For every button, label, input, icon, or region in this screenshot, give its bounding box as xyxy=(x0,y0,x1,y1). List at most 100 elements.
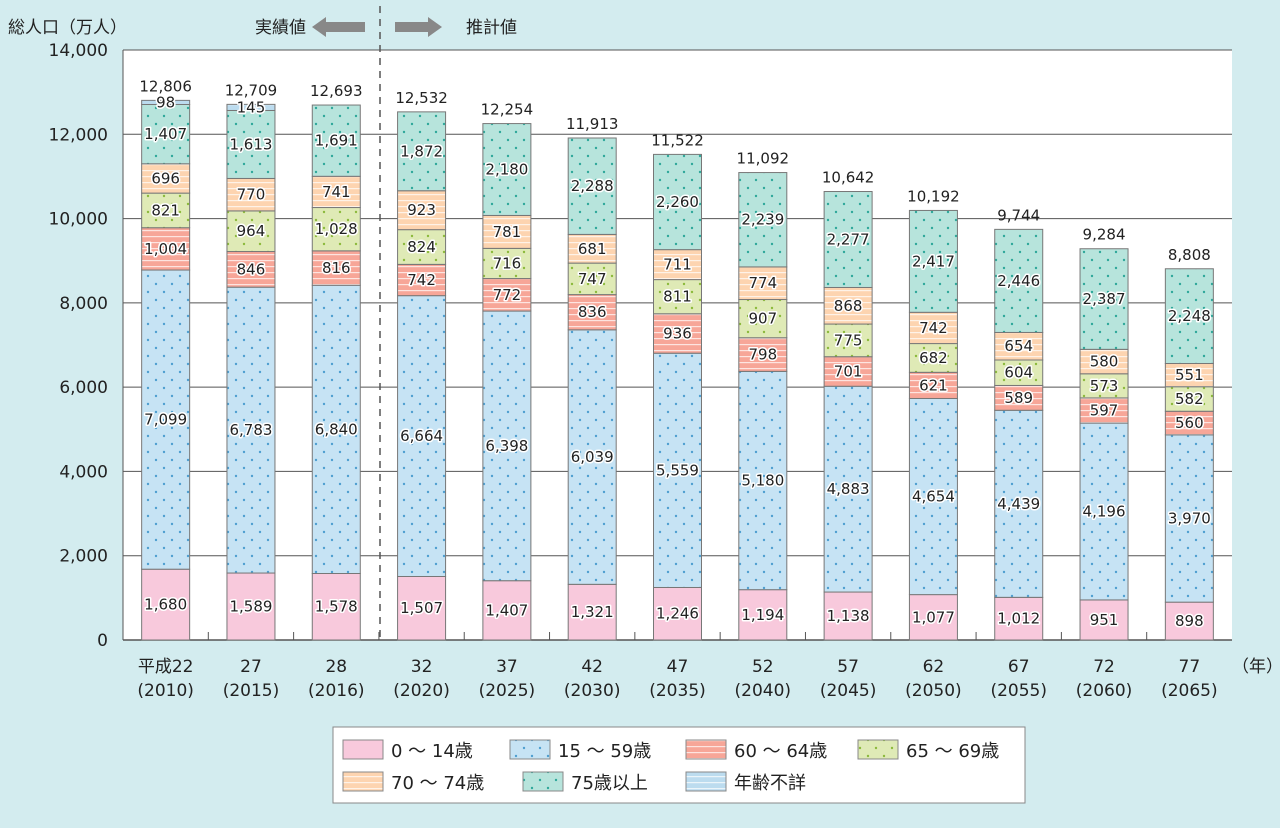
segment-value-label: 907 xyxy=(748,310,777,328)
x-tick-label: (2050) xyxy=(905,681,962,701)
y-tick-label: 14,000 xyxy=(49,41,108,61)
x-tick-label: (2040) xyxy=(735,681,792,701)
legend-item: 70 ～ 74歳 xyxy=(342,771,484,794)
legend-item: 15 ～ 59歳 xyxy=(509,739,651,762)
y-tick-label: 6,000 xyxy=(59,378,108,398)
segment-value-label: 4,439 xyxy=(997,495,1040,513)
legend-swatch xyxy=(522,771,564,792)
segment-value-label: 7,099 xyxy=(144,411,187,429)
total-value-label: 12,693 xyxy=(310,82,363,100)
x-tick-label: (2035) xyxy=(649,681,706,701)
x-tick-label: 27 xyxy=(240,657,262,677)
legend: 0 ～ 14歳 15 ～ 59歳 60 ～ 64歳 65 ～ 69歳 70 ～ 74歳 7… xyxy=(332,726,1026,804)
segment-value-label: 1,028 xyxy=(315,220,358,238)
total-value-label: 12,254 xyxy=(481,101,534,119)
segment-value-label: 747 xyxy=(578,270,607,288)
segment-value-label: 816 xyxy=(322,259,351,277)
bar-segment xyxy=(482,247,532,280)
segment-value-label: 1,012 xyxy=(997,610,1040,628)
total-value-label: 12,709 xyxy=(225,81,278,99)
actual-label: 実績値 xyxy=(255,18,306,38)
segment-value-label: 5,180 xyxy=(741,472,784,490)
bar-segment xyxy=(141,227,191,271)
bar-segment xyxy=(1164,434,1214,603)
bar-segment xyxy=(738,172,788,268)
bar-segment xyxy=(738,370,788,591)
segment-value-label: 597 xyxy=(1090,402,1119,420)
segment-value-label: 1,680 xyxy=(144,596,187,614)
bar-segment xyxy=(653,153,702,251)
segment-value-label: 2,288 xyxy=(571,177,614,195)
bar-segment xyxy=(311,207,361,252)
segment-value-label: 1,004 xyxy=(144,240,187,258)
bar-segment xyxy=(908,397,958,596)
segment-value-label: 1,138 xyxy=(827,607,870,625)
segment-value-label: 582 xyxy=(1175,390,1204,408)
segment-value-label: 580 xyxy=(1090,353,1119,371)
bar-segment xyxy=(823,191,873,288)
legend-swatch xyxy=(685,771,727,792)
segment-value-label: 2,446 xyxy=(997,272,1040,290)
segment-value-label: 4,883 xyxy=(827,480,870,498)
bar-segment xyxy=(1164,601,1214,641)
total-value-label: 11,092 xyxy=(737,150,790,168)
bar-segment xyxy=(567,233,617,264)
segment-value-label: 654 xyxy=(1004,337,1033,355)
legend-swatch xyxy=(342,771,384,792)
legend-label: 75歳以上 xyxy=(571,773,648,794)
y-tick-label: 2,000 xyxy=(59,547,108,567)
legend-swatch xyxy=(857,739,899,760)
y-tick-label: 12,000 xyxy=(49,125,108,145)
bar-segment xyxy=(482,214,532,249)
segment-value-label: 781 xyxy=(493,223,522,241)
bar-stack: 1,407 6,398 772 716 781 2,180 12,254 xyxy=(481,101,534,641)
bar-segment xyxy=(1079,248,1129,350)
bar-segment xyxy=(994,409,1044,598)
segment-value-label: 4,654 xyxy=(912,488,955,506)
total-value-label: 12,806 xyxy=(139,77,192,95)
legend-item: 75歳以上 xyxy=(522,771,648,794)
segment-value-label: 836 xyxy=(578,303,607,321)
total-value-label: 12,532 xyxy=(395,89,448,107)
y-tick-label: 0 xyxy=(97,631,108,651)
bar-segment xyxy=(567,329,617,585)
bar-segment xyxy=(823,286,873,325)
segment-value-label: 741 xyxy=(322,183,351,201)
segment-value-label: 4,196 xyxy=(1083,503,1126,521)
segment-value-label: 2,277 xyxy=(827,230,870,248)
x-tick-label: 28 xyxy=(325,657,347,677)
segment-value-label: 1,194 xyxy=(741,606,784,624)
segment-value-label: 711 xyxy=(663,256,692,274)
x-tick-label: 62 xyxy=(923,657,945,677)
bar-segment xyxy=(653,586,702,641)
total-value-label: 10,192 xyxy=(907,187,960,205)
arrow-right-icon xyxy=(395,17,442,37)
bar-stack: 1,012 4,439 589 604 654 2,446 9,744 xyxy=(994,206,1044,641)
segment-value-label: 681 xyxy=(578,240,607,258)
segment-value-label: 716 xyxy=(493,254,522,272)
segment-value-label: 6,840 xyxy=(315,420,358,438)
bar-segment xyxy=(823,591,873,641)
legend-label: 60 ～ 64歳 xyxy=(734,741,827,762)
bar-segment xyxy=(567,137,617,235)
x-tick-label: (2020) xyxy=(393,681,450,701)
x-tick-label: 57 xyxy=(837,657,859,677)
segment-value-label: 682 xyxy=(919,349,948,367)
bar-stack: 898 3,970 560 582 551 2,248 8,808 xyxy=(1164,246,1214,641)
bar-segment xyxy=(397,263,447,297)
segment-value-label: 1,407 xyxy=(485,601,528,619)
segment-value-label: 621 xyxy=(919,376,948,394)
segment-value-label: 868 xyxy=(834,297,863,315)
x-tick-label: (2060) xyxy=(1076,681,1133,701)
segment-value-label: 2,180 xyxy=(485,161,528,179)
bar-segment xyxy=(226,572,276,641)
bar-segment xyxy=(908,209,958,313)
bar-segment xyxy=(653,352,702,588)
bar-segment xyxy=(653,279,702,315)
segment-value-label: 2,387 xyxy=(1083,290,1126,308)
bar-segment xyxy=(994,384,1044,411)
segment-value-label: 604 xyxy=(1004,364,1033,382)
segment-value-label: 2,239 xyxy=(741,211,784,229)
bar-segment xyxy=(226,251,276,288)
